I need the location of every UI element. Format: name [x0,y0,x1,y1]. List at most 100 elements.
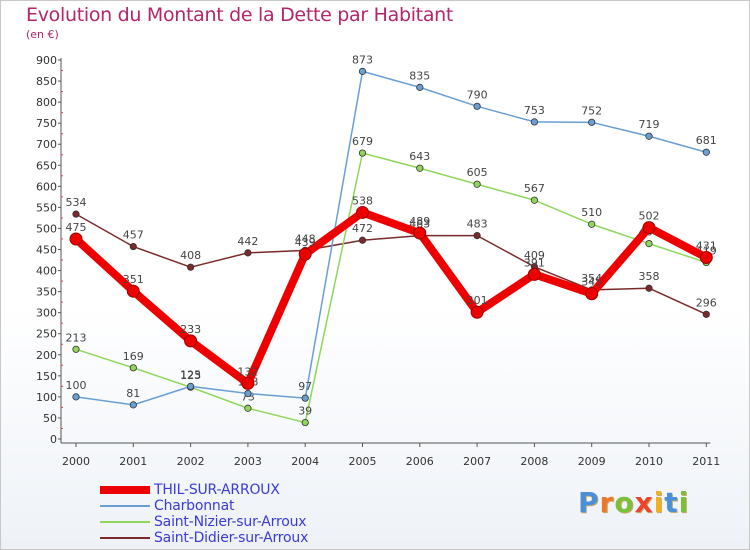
y-tick-label: 800 [36,96,57,109]
data-label: 296 [696,296,717,309]
legend-label-saint-nizier: Saint-Nizier-sur-Arroux [154,514,307,530]
data-label: 567 [524,182,545,195]
data-point [645,284,653,292]
logo-letter: P [578,486,600,519]
legend-swatch-thil [100,486,150,494]
data-label: 213 [66,331,87,344]
logo-letter: i [678,486,690,519]
data-label: 873 [352,53,373,66]
series-line [75,152,708,424]
data-label: 345 [581,276,602,289]
data-label: 835 [409,69,430,82]
data-point [72,210,80,218]
logo-letter: t [664,486,679,519]
data-point [416,83,424,91]
data-label: 39 [298,405,312,418]
legend-item-charbonnat: Charbonnat [100,498,360,514]
x-tick-label: 2001 [119,455,147,468]
chart-subtitle: (en €) [26,28,59,41]
data-label: 301 [467,294,488,307]
y-tick-label: 750 [36,117,57,130]
data-label: 534 [66,196,87,209]
y-tick-label: 150 [36,370,57,383]
series-line [75,213,708,316]
y-tick-label: 0 [50,433,57,446]
data-label: 483 [467,218,488,231]
legend-item-saint-didier: Saint-Didier-sur-Arroux [100,530,360,546]
data-label: 448 [295,232,316,245]
data-point [241,376,255,390]
legend-label-charbonnat: Charbonnat [154,498,235,514]
data-point [702,310,710,318]
logo-letter: r [599,486,615,519]
data-label: 442 [237,235,258,248]
series-line [72,208,711,388]
x-tick-label: 2009 [578,455,606,468]
data-label: 169 [123,350,144,363]
y-tick-label: 200 [36,349,57,362]
legend-swatch-saint-nizier [100,521,150,523]
legend-label-saint-didier: Saint-Didier-sur-Arroux [154,530,309,546]
y-tick-label: 600 [36,180,57,193]
y-tick-label: 900 [36,54,57,67]
data-label: 457 [123,229,144,242]
data-label: 409 [524,249,545,262]
data-point [416,164,424,172]
chart-title: Evolution du Montant de la Dette par Hab… [26,4,454,26]
data-point [187,382,195,390]
proxiti-logo: Proxiti [578,486,689,519]
data-label: 233 [180,323,201,336]
data-label: 475 [66,221,87,234]
data-label: 538 [352,194,373,207]
data-point [530,196,539,204]
data-point [413,226,427,240]
data-point [301,418,309,427]
series-line [75,70,708,406]
data-point [298,247,312,261]
data-point [358,149,367,157]
y-tick-label: 700 [36,138,57,151]
data-point [126,284,140,298]
data-point [645,240,653,248]
data-point [129,401,137,409]
legend-item-saint-nizier: Saint-Nizier-sur-Arroux [100,514,360,530]
data-point [244,389,252,398]
x-tick-label: 2007 [463,455,491,468]
data-label: 132 [237,365,258,378]
data-point [645,132,653,140]
data-point [473,180,481,188]
data-point [358,236,367,244]
y-tick-label: 250 [36,328,57,341]
data-point [69,232,83,246]
data-label: 100 [66,379,87,392]
data-point [187,263,195,271]
data-label: 510 [581,206,602,219]
data-point [588,118,596,126]
data-point [129,364,137,372]
x-tick-label: 2008 [520,455,548,468]
data-point [244,404,252,412]
chart-legend: THIL-SUR-ARROUX Charbonnat Saint-Nizier-… [100,482,360,546]
data-point [642,221,656,235]
data-point [530,118,539,126]
data-label: 502 [639,210,660,223]
x-tick-label: 2002 [177,455,205,468]
data-label: 125 [180,368,201,381]
data-label: 123 [180,369,201,382]
y-tick-label: 650 [36,159,57,172]
data-point [129,242,137,251]
y-tick-label: 400 [36,265,57,278]
data-label: 81 [126,387,140,400]
data-label: 358 [639,270,660,283]
data-point [72,345,80,353]
data-point [699,251,713,265]
logo-letter: x [634,486,654,519]
data-point [301,394,309,402]
logo-letter: o [614,486,635,519]
data-point [473,102,481,110]
data-label: 753 [524,104,545,117]
line-chart: 0 50 100 150 200 250 300 350 400 450 500 550 600 650 7… [36,53,720,468]
legend-swatch-saint-didier [100,537,150,539]
data-point [588,220,596,228]
data-label: 643 [409,150,430,163]
